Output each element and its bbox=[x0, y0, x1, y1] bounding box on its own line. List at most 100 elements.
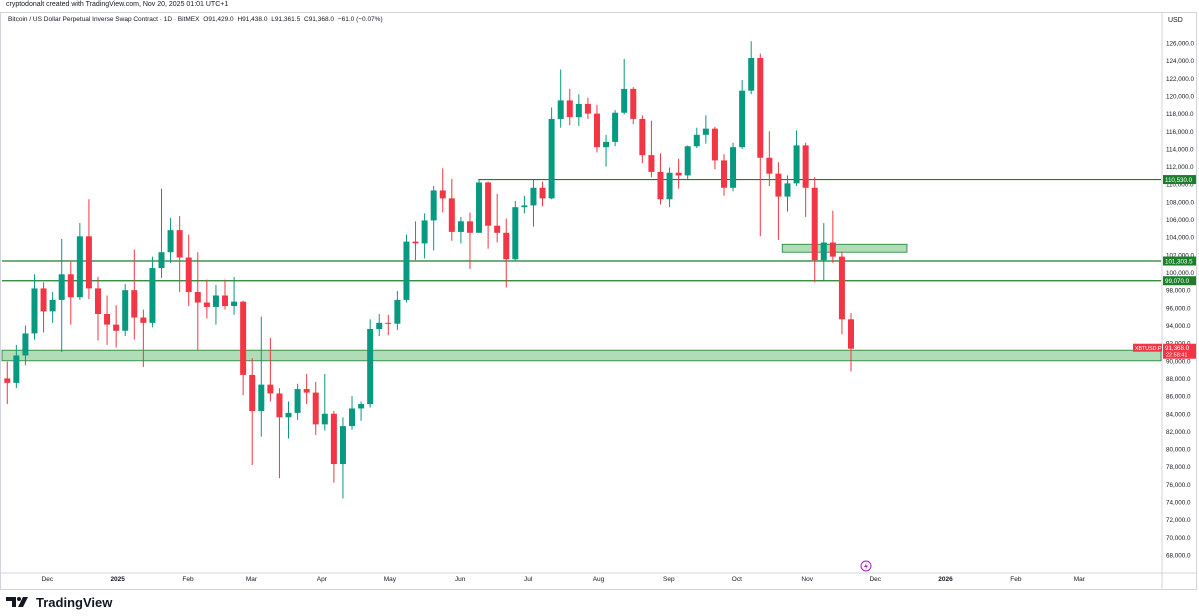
ohlc-change: −61.0 (−0.07%) bbox=[337, 16, 383, 23]
candle-body bbox=[140, 317, 147, 323]
candle-24 bbox=[212, 284, 219, 325]
last-symbol-tag-text: XBTUSD.P bbox=[1135, 346, 1162, 352]
candle-body bbox=[430, 190, 437, 221]
candle-body bbox=[711, 128, 718, 161]
candle-body bbox=[566, 100, 573, 118]
candle-69 bbox=[621, 58, 628, 115]
candle-body bbox=[4, 378, 11, 383]
candle-82 bbox=[739, 80, 746, 149]
candle-body bbox=[621, 88, 628, 113]
candle-body bbox=[76, 236, 83, 298]
y-tick-label: 108,000.0 bbox=[1166, 199, 1195, 206]
candle-29 bbox=[258, 316, 265, 437]
x-tick-label: Sep bbox=[663, 576, 675, 583]
ohlc-high: H91,438.0 bbox=[237, 16, 268, 23]
candle-body bbox=[258, 384, 265, 412]
candle-body bbox=[113, 324, 120, 331]
candle-65 bbox=[584, 97, 591, 119]
y-tick-label: 90,000.0 bbox=[1166, 358, 1191, 365]
candle-body bbox=[666, 172, 673, 200]
y-tick-label: 100,000.0 bbox=[1166, 270, 1195, 277]
candle-body bbox=[131, 290, 138, 318]
candle-77 bbox=[693, 127, 700, 149]
y-tick-label: 102,000.0 bbox=[1166, 252, 1195, 259]
x-tick-label: Oct bbox=[732, 576, 742, 583]
y-tick-label: 86,000.0 bbox=[1166, 394, 1191, 401]
lightning-icon[interactable] bbox=[860, 560, 872, 572]
candle-body bbox=[829, 242, 836, 257]
candle-11 bbox=[94, 276, 101, 341]
candle-72 bbox=[648, 120, 655, 178]
candle-58 bbox=[521, 195, 528, 214]
y-tick-label: 118,000.0 bbox=[1166, 111, 1194, 118]
candle-25 bbox=[222, 279, 229, 310]
candle-50 bbox=[448, 178, 455, 241]
candle-body bbox=[466, 221, 473, 233]
candle-54 bbox=[485, 181, 492, 249]
candle-body bbox=[167, 230, 174, 253]
candle-body bbox=[58, 274, 65, 300]
candle-body bbox=[612, 112, 619, 142]
candle-body bbox=[439, 190, 446, 199]
candle-47 bbox=[421, 213, 428, 259]
candle-body bbox=[757, 58, 764, 158]
x-tick-label: Dec bbox=[42, 576, 54, 583]
candle-59 bbox=[530, 179, 537, 227]
level-price-tag-1: 110,530.0 bbox=[1163, 175, 1196, 185]
x-tick-label: May bbox=[384, 576, 397, 583]
x-tick-label: Nov bbox=[801, 576, 813, 583]
candle-92 bbox=[829, 210, 836, 263]
y-tick-label: 82,000.0 bbox=[1166, 429, 1191, 436]
candle-body bbox=[349, 408, 356, 427]
candle-32 bbox=[285, 401, 292, 439]
candle-body bbox=[748, 58, 755, 91]
candle-62 bbox=[557, 69, 564, 128]
candle-body bbox=[739, 90, 746, 148]
candle-13 bbox=[113, 305, 120, 348]
candle-46 bbox=[412, 221, 419, 261]
candle-68 bbox=[612, 110, 619, 147]
candle-body bbox=[285, 412, 292, 418]
snapshot-caption: cryptodonalt created with TradingView.co… bbox=[6, 1, 229, 8]
candle-body bbox=[276, 393, 283, 418]
candle-8 bbox=[67, 261, 74, 325]
candle-body bbox=[203, 302, 210, 307]
candle-40 bbox=[358, 401, 365, 421]
support-zone-1 bbox=[1, 349, 1162, 362]
candle-35 bbox=[312, 381, 319, 435]
candle-body bbox=[312, 392, 319, 425]
footer-brand: TradingView bbox=[36, 594, 113, 610]
candle-94 bbox=[848, 313, 855, 372]
candle-body bbox=[503, 232, 510, 260]
last-symbol-tag-bg bbox=[1133, 343, 1162, 352]
candle-body bbox=[730, 147, 737, 188]
candle-body bbox=[158, 252, 165, 269]
x-tick-label: Apr bbox=[317, 576, 328, 583]
candle-body bbox=[85, 236, 92, 289]
candle-51 bbox=[457, 216, 464, 244]
candle-body bbox=[22, 333, 29, 356]
candle-81 bbox=[730, 142, 737, 192]
candle-body bbox=[339, 426, 346, 465]
candle-75 bbox=[675, 158, 682, 189]
y-tick-label: 104,000.0 bbox=[1166, 235, 1195, 242]
candle-body bbox=[684, 146, 691, 176]
candle-33 bbox=[294, 383, 301, 420]
level-price-tag-text: 101,303.5 bbox=[1165, 258, 1193, 265]
candle-48 bbox=[430, 186, 437, 251]
y-tick-label: 116,000.0 bbox=[1166, 129, 1194, 136]
candle-body bbox=[639, 118, 646, 156]
candle-body bbox=[376, 322, 383, 330]
candle-70 bbox=[630, 87, 637, 125]
x-tick-label: Mar bbox=[1074, 576, 1086, 583]
candle-67 bbox=[603, 134, 610, 167]
candle-body bbox=[104, 314, 111, 325]
candle-body bbox=[848, 319, 855, 349]
candle-28 bbox=[249, 358, 256, 465]
candle-15 bbox=[131, 249, 138, 340]
candle-body bbox=[13, 355, 20, 383]
symbol-title[interactable]: Bitcoin / US Dollar Perpetual Inverse Sw… bbox=[8, 16, 200, 23]
candle-2 bbox=[13, 344, 20, 389]
candle-89 bbox=[802, 142, 809, 217]
